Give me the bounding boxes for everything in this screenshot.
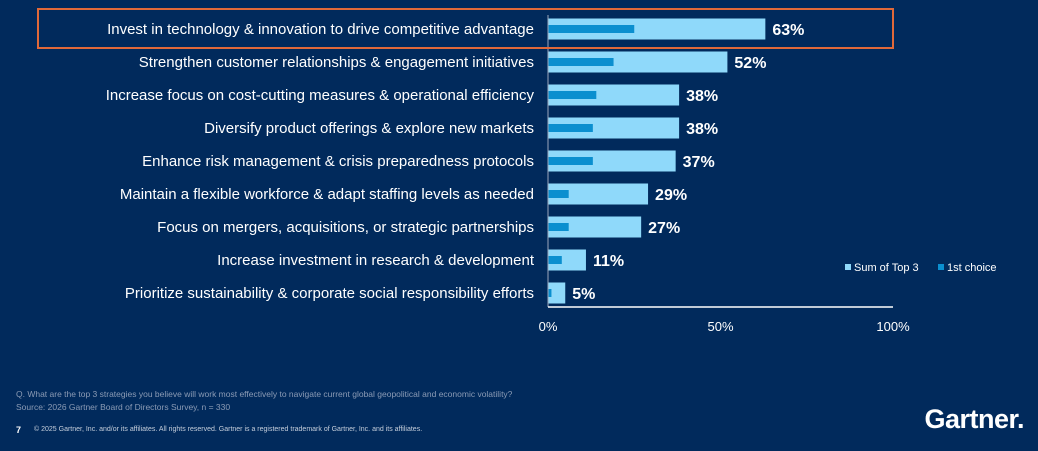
bar-1st-choice [548,25,635,33]
bar-sum-of-top-3 [548,183,649,205]
x-tick-label: 0% [539,319,558,334]
category-label: Focus on mergers, acquisitions, or strat… [157,219,534,236]
category-label: Increase investment in research & develo… [217,252,535,269]
bar-sum-of-top-3 [548,249,586,271]
data-label: 29% [655,187,687,204]
category-label: Diversify product offerings & explore ne… [204,120,534,137]
bar-sum-of-top-3 [548,51,728,73]
data-label: 63% [772,22,804,39]
bar-1st-choice [548,289,552,297]
copyright: © 2025 Gartner, Inc. and/or its affiliat… [34,426,423,433]
source-note: Source: 2026 Gartner Board of Directors … [16,402,231,412]
data-label: 38% [686,88,718,105]
bar-1st-choice [548,124,593,132]
data-label: 37% [683,154,715,171]
bar-1st-choice [548,190,569,198]
logo-text: Gartner [924,404,1017,434]
data-label: 38% [686,121,718,138]
legend-label: 1st choice [947,262,997,274]
category-label: Strengthen customer relationships & enga… [139,54,534,71]
bar-1st-choice [548,91,597,99]
survey-question: Q. What are the top 3 strategies you bel… [16,389,513,399]
bar-1st-choice [548,256,562,264]
bar-sum-of-top-3 [548,216,642,238]
x-tick-label: 50% [707,319,733,334]
data-label: 5% [572,286,595,303]
bar-sum-of-top-3 [548,18,766,40]
bar-1st-choice [548,58,614,66]
bar-1st-choice [548,223,569,231]
bar-1st-choice [548,157,593,165]
category-label: Enhance risk management & crisis prepare… [142,153,534,170]
x-tick-label: 100% [876,319,910,334]
legend-swatch [938,264,944,270]
category-label: Increase focus on cost-cutting measures … [106,87,535,104]
category-label: Invest in technology & innovation to dri… [107,21,534,38]
page-number: 7 [16,425,22,435]
gartner-logo: Gartner. [924,404,1024,434]
bar-sum-of-top-3 [548,150,676,172]
bar-sum-of-top-3 [548,282,566,304]
category-label: Maintain a flexible workforce & adapt st… [120,186,534,203]
bar-sum-of-top-3 [548,117,680,139]
legend-swatch [845,264,851,270]
data-label: 11% [593,253,624,270]
legend-label: Sum of Top 3 [854,262,919,274]
highlight-box [37,8,894,49]
category-label: Prioritize sustainability & corporate so… [125,285,534,302]
bar-sum-of-top-3 [548,84,680,106]
data-label: 27% [648,220,680,237]
data-label: 52% [734,55,766,72]
